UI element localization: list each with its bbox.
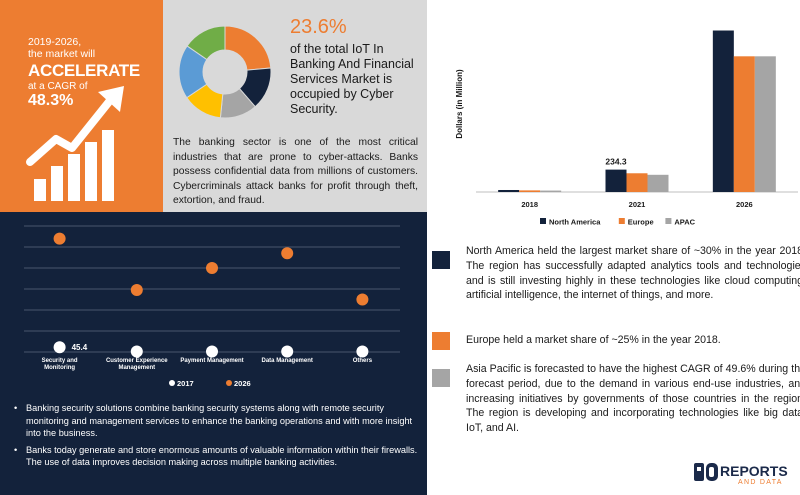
apac-square-icon bbox=[432, 369, 450, 387]
segment-panel: Security and Monitoring Customer Experienc… bbox=[0, 212, 427, 495]
bar-north-america-2018 bbox=[498, 189, 520, 192]
legend-label: North America bbox=[549, 218, 601, 227]
legend-swatch bbox=[665, 218, 672, 224]
reports-and-data-logo: REPORTS AND DATA bbox=[694, 463, 788, 486]
cagr-value: 48.3% bbox=[28, 92, 74, 109]
x-tick-label: Others bbox=[353, 358, 373, 364]
x-tick-label: 2021 bbox=[629, 200, 646, 209]
logo-brand: REPORTS bbox=[720, 463, 788, 479]
bar-apac-2026 bbox=[754, 56, 776, 192]
dot-2017-1 bbox=[130, 345, 143, 358]
rd-logo-icon bbox=[694, 463, 718, 481]
north-america-square-icon bbox=[432, 251, 450, 269]
x-tick-label: Payment Management bbox=[180, 358, 243, 364]
legend-swatch bbox=[226, 380, 232, 386]
bar-apac-2021 bbox=[647, 174, 669, 192]
donut-slice-5 bbox=[186, 25, 226, 61]
bullet-item: Banks today generate and store enormous … bbox=[14, 444, 419, 469]
note-text: Europe held a market share of ~25% in th… bbox=[466, 334, 721, 346]
cagr-hero-panel: 2019-2026, the market will ACCELERATE at… bbox=[0, 0, 163, 212]
legend-label: Europe bbox=[628, 218, 654, 227]
bar-north-america-2026 bbox=[712, 30, 734, 193]
legend-swatch bbox=[540, 218, 546, 224]
legend-label: APAC bbox=[674, 218, 695, 227]
dot-2017-4 bbox=[356, 345, 369, 358]
x-tick-label-2: Management bbox=[118, 365, 155, 371]
dot-2026-2 bbox=[206, 262, 218, 274]
period-line-1: 2019-2026, bbox=[28, 36, 82, 48]
dot-2026-3 bbox=[281, 247, 294, 260]
logo-sub: AND DATA bbox=[738, 479, 783, 486]
dot-2017-2 bbox=[206, 345, 218, 358]
bar-europe-2026 bbox=[733, 56, 755, 192]
bar-europe-2018 bbox=[519, 190, 541, 192]
growth-chart-icon bbox=[26, 86, 124, 201]
legend-label: 2017 bbox=[177, 379, 194, 388]
share-info-panel: 23.6% of the total IoT In Banking And Fi… bbox=[163, 0, 427, 212]
bar-europe-2021 bbox=[626, 173, 648, 192]
market-share-donut bbox=[178, 25, 272, 119]
regional-bar-chart: Dollars (in Million) 2018 2021 2026 234.3 Nor… bbox=[455, 30, 798, 227]
legend-label: 2026 bbox=[234, 379, 251, 388]
x-tick-label: 2018 bbox=[521, 200, 538, 209]
legend-swatch bbox=[169, 380, 175, 386]
bar-apac-2018 bbox=[540, 190, 562, 192]
bullet-list: Banking security solutions combine banki… bbox=[14, 402, 419, 473]
period-text: 2019-2026, the market will bbox=[28, 36, 95, 60]
data-label: 234.3 bbox=[605, 157, 627, 167]
period-line-2: the market will bbox=[28, 48, 96, 60]
dot-2026-4 bbox=[356, 293, 369, 306]
x-tick-label: Data Management bbox=[262, 358, 313, 364]
dot-2017-3 bbox=[281, 345, 294, 358]
legend-swatch bbox=[618, 218, 625, 224]
data-label: 45.4 bbox=[72, 343, 88, 352]
dot-2026-0 bbox=[53, 232, 66, 245]
share-value: 23.6% bbox=[290, 16, 347, 38]
bullet-item: Banking security solutions combine banki… bbox=[14, 402, 419, 440]
y-axis-label: Dollars (in Million) bbox=[455, 69, 464, 139]
x-tick-label-2: Monitoring bbox=[44, 365, 75, 371]
bar-north-america-2021 bbox=[605, 169, 627, 192]
x-tick-label: Security and bbox=[42, 358, 78, 364]
donut-slice-0 bbox=[224, 25, 272, 71]
note-text: North America held the largest market sh… bbox=[466, 245, 800, 302]
accelerate-headline: ACCELERATE bbox=[28, 61, 140, 80]
dot-2017-0 bbox=[53, 341, 66, 354]
dot-2026-1 bbox=[130, 284, 143, 297]
note-text: Asia Pacific is forecasted to have the h… bbox=[466, 363, 800, 435]
cagr-label: at a CAGR of bbox=[28, 81, 88, 92]
banking-description: The banking sector is one of the most cr… bbox=[173, 137, 418, 206]
x-tick-label: 2026 bbox=[736, 200, 753, 209]
share-text: of the total IoT In Banking And Financia… bbox=[290, 42, 414, 116]
europe-square-icon bbox=[432, 332, 450, 350]
x-tick-label: Customer Experience bbox=[106, 358, 168, 364]
